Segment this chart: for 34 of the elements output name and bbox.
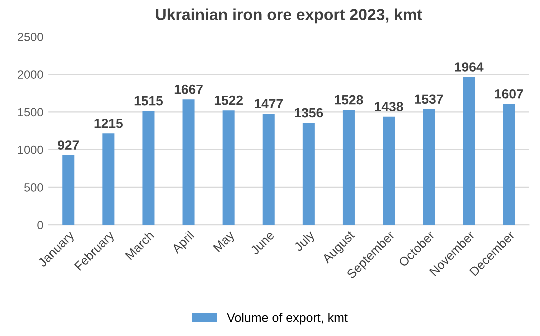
y-tick-label: 500 <box>24 184 44 192</box>
bar <box>463 77 476 226</box>
data-label: 1964 <box>455 62 484 72</box>
bar <box>222 110 235 226</box>
data-label: 1537 <box>415 94 444 104</box>
data-label: 1667 <box>174 84 203 94</box>
y-tick-label: 1000 <box>18 146 44 154</box>
data-label: 1528 <box>335 95 364 105</box>
bar <box>182 100 195 226</box>
y-tick-label: 2500 <box>18 32 44 42</box>
y-tick-label: 2000 <box>18 70 44 79</box>
y-tick-label: 1500 <box>18 108 44 117</box>
bar <box>503 104 516 226</box>
bar <box>302 123 315 226</box>
data-label: 1215 <box>94 118 123 128</box>
bar <box>142 111 155 226</box>
data-label: 1438 <box>375 102 404 112</box>
bar <box>423 109 436 226</box>
bar <box>383 116 396 226</box>
data-label: 1515 <box>134 96 164 106</box>
data-label: 1477 <box>255 99 283 108</box>
y-tick-label: 0 <box>38 221 44 230</box>
legend-label: Volume of export, kmt <box>227 313 348 325</box>
bar <box>342 110 355 226</box>
x-tick-label: July <box>293 230 318 254</box>
data-label: 927 <box>58 140 80 150</box>
data-label: 1522 <box>214 96 243 106</box>
data-label: 1356 <box>295 108 324 118</box>
bar <box>102 134 115 226</box>
bar <box>262 114 275 226</box>
chart-title: Ukrainian iron ore export 2023, kmt <box>156 8 422 24</box>
data-label: 1607 <box>495 89 524 99</box>
bar <box>62 155 75 226</box>
x-tick-label: May <box>213 230 238 254</box>
